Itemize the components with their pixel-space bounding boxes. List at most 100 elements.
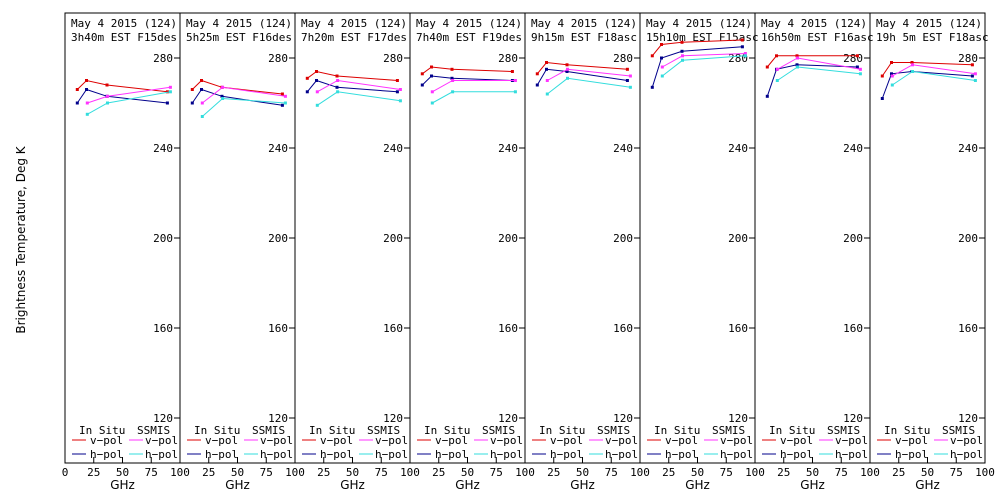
y-tick-label: 120 — [843, 412, 863, 425]
panel-title-date: May 4 2015 (124) — [761, 17, 867, 30]
insitu-hpol-series-point — [855, 65, 859, 69]
insitu-hpol-series-point — [565, 70, 569, 73]
y-axis-label: Brightness Temperature, Deg K — [14, 145, 28, 333]
legend-label-ssmis-vpol: v−pol — [490, 434, 523, 447]
insitu-hpol-series-point — [430, 74, 433, 78]
insitu-hpol-series-point — [970, 74, 974, 78]
legend-header-insitu: In Situ — [194, 424, 240, 437]
insitu-vpol-series-point — [165, 90, 169, 94]
insitu-vpol-series-point — [740, 38, 744, 42]
legend-label-insitu-hpol: h−pol — [435, 448, 468, 461]
insitu-hpol-series-line — [421, 75, 513, 86]
insitu-vpol-series-point — [280, 92, 284, 96]
legend-label-insitu-hpol: h−pol — [665, 448, 698, 461]
ssmis-vpol-series-point — [200, 101, 204, 105]
y-tick-label: 160 — [958, 322, 978, 335]
ssmis-hpol-series-point — [430, 101, 434, 105]
insitu-vpol-series — [420, 65, 514, 76]
legend-header-ssmis: SSMIS — [367, 424, 400, 437]
y-tick-label: 160 — [498, 322, 518, 335]
insitu-vpol-series-point — [565, 63, 569, 67]
x-tick-label: 25 — [87, 466, 100, 479]
insitu-vpol-series-point — [430, 65, 433, 69]
ssmis-hpol-series-point — [973, 79, 977, 82]
legend-label-insitu-vpol: v−pol — [435, 434, 468, 447]
y-tick-label: 240 — [958, 142, 978, 155]
y-tick-label: 240 — [843, 142, 863, 155]
y-tick-label: 280 — [383, 52, 403, 65]
legend-label-ssmis-vpol: v−pol — [605, 434, 638, 447]
x-tick-label: 50 — [461, 466, 474, 479]
legend-label-ssmis-hpol: h−pol — [720, 448, 753, 461]
legend-header-ssmis: SSMIS — [942, 424, 975, 437]
legend-header-ssmis: SSMIS — [137, 424, 170, 437]
panel-title-time: 19h 5m EST F18asc — [876, 31, 989, 44]
insitu-hpol-series-point — [535, 83, 539, 87]
ssmis-hpol-series — [890, 70, 977, 87]
legend-label-ssmis-hpol: h−pol — [490, 448, 523, 461]
x-axis-label: GHz — [455, 478, 480, 492]
insitu-vpol-series-point — [880, 74, 884, 78]
x-tick-label: 25 — [777, 466, 790, 479]
insitu-vpol-series-point — [420, 72, 424, 76]
legend-header-ssmis: SSMIS — [482, 424, 515, 437]
ssmis-vpol-series-point — [168, 85, 172, 89]
insitu-hpol-series-point — [545, 67, 548, 71]
panel-title-time: 9h15m EST F18asc — [531, 31, 637, 44]
legend-header-insitu: In Situ — [539, 424, 585, 437]
insitu-vpol-series — [535, 61, 629, 76]
legend-label-insitu-vpol: v−pol — [90, 434, 123, 447]
insitu-vpol-series-point — [305, 76, 309, 80]
ssmis-hpol-series-point — [796, 65, 799, 69]
insitu-vpol-series-line — [881, 62, 973, 77]
x-tick-label: 25 — [892, 466, 905, 479]
ssmis-hpol-series-line — [546, 77, 631, 95]
ssmis-vpol-series-point — [911, 63, 914, 67]
insitu-hpol-series-point — [795, 63, 799, 67]
insitu-hpol-series-point — [890, 72, 893, 76]
insitu-vpol-series-point — [765, 65, 769, 69]
insitu-vpol-series-point — [75, 88, 79, 91]
x-tick-label: 100 — [515, 466, 535, 479]
insitu-hpol-series-line — [536, 68, 628, 86]
y-tick-label: 120 — [613, 412, 633, 425]
ssmis-vpol-series-point — [775, 67, 779, 71]
ssmis-vpol-series-point — [398, 88, 402, 91]
insitu-vpol-series-point — [335, 74, 339, 78]
x-tick-label: 75 — [375, 466, 388, 479]
insitu-hpol-series-point — [420, 83, 424, 87]
ssmis-hpol-series-point — [398, 99, 402, 103]
ssmis-hpol-series-point — [336, 90, 340, 94]
ssmis-vpol-series-point — [283, 94, 287, 98]
y-tick-label: 160 — [153, 322, 173, 335]
legend-label-insitu-hpol: h−pol — [205, 448, 238, 461]
x-axis-label: GHz — [915, 478, 940, 492]
x-tick-label: 100 — [400, 466, 420, 479]
y-tick-label: 200 — [498, 232, 518, 245]
x-axis-label: GHz — [685, 478, 710, 492]
insitu-hpol-series-line — [881, 70, 973, 99]
insitu-vpol-series-line — [651, 39, 743, 57]
y-tick-label: 200 — [153, 232, 173, 245]
insitu-vpol-series-point — [660, 43, 663, 46]
insitu-hpol-series-point — [165, 101, 169, 105]
y-tick-label: 280 — [498, 52, 518, 65]
insitu-vpol-series-line — [766, 55, 858, 68]
legend-header-insitu: In Situ — [769, 424, 815, 437]
panel-title-time: 16h50m EST F16asc — [761, 31, 874, 44]
insitu-vpol-series — [765, 54, 859, 69]
legend-label-insitu-vpol: v−pol — [320, 434, 353, 447]
ssmis-vpol-series-point — [85, 101, 89, 105]
ssmis-hpol-series-point — [513, 90, 517, 94]
y-tick-label: 160 — [613, 322, 633, 335]
y-tick-label: 240 — [498, 142, 518, 155]
y-tick-label: 240 — [268, 142, 288, 155]
ssmis-vpol-series-point — [660, 65, 664, 69]
x-tick-label: 25 — [317, 466, 330, 479]
y-tick-label: 240 — [153, 142, 173, 155]
x-axis-label: GHz — [225, 478, 250, 492]
ssmis-hpol-series — [545, 76, 632, 96]
insitu-vpol-series-point — [650, 54, 654, 58]
ssmis-vpol-series-point — [566, 67, 569, 71]
x-tick-label: 50 — [691, 466, 704, 479]
